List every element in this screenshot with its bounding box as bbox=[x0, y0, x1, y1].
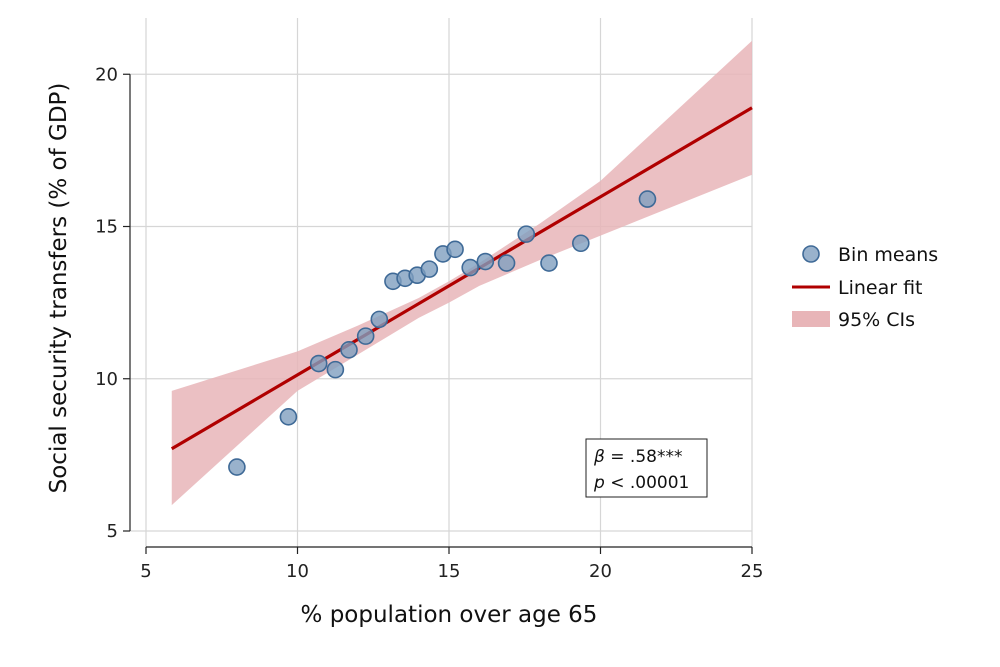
stats-annotation: β = .58*** p < .00001 bbox=[585, 438, 708, 498]
legend: Bin means Linear fit 95% CIs bbox=[792, 244, 938, 331]
bin-mean-point bbox=[476, 252, 495, 271]
legend-label-ci: 95% CIs bbox=[838, 309, 915, 331]
bin-mean-point bbox=[356, 327, 375, 345]
y-tick-label: 15 bbox=[95, 217, 118, 238]
x-tick-label: 10 bbox=[286, 561, 309, 582]
x-tick-label: 15 bbox=[438, 561, 461, 582]
y-tick-label: 20 bbox=[95, 64, 118, 85]
points-layer bbox=[228, 190, 657, 476]
bin-mean-point bbox=[446, 240, 464, 259]
y-tick-label: 10 bbox=[95, 369, 118, 390]
bin-mean-point bbox=[326, 360, 345, 379]
fit-line-layer bbox=[170, 106, 753, 451]
beta-annotation: β = .58*** bbox=[593, 447, 682, 467]
y-axis-title: Social security transfers (% of GDP) bbox=[46, 83, 72, 494]
x-tick-label: 20 bbox=[589, 561, 612, 582]
bin-mean-point bbox=[540, 254, 558, 272]
x-tick-label: 25 bbox=[741, 561, 764, 582]
bin-mean-point bbox=[279, 408, 298, 426]
axes: 5 10 15 20 25 5 10 15 20 bbox=[95, 64, 763, 582]
bin-mean-point bbox=[340, 341, 358, 359]
bin-mean-point bbox=[420, 260, 439, 278]
bin-mean-point bbox=[572, 234, 590, 253]
bin-mean-point bbox=[309, 354, 328, 373]
x-tick-label: 5 bbox=[140, 561, 151, 582]
legend-swatch-bin-means bbox=[802, 245, 820, 263]
linear-fit-line bbox=[170, 106, 753, 451]
legend-swatch-ci bbox=[792, 311, 830, 327]
legend-label-linear-fit: Linear fit bbox=[838, 277, 923, 299]
annotation-box bbox=[585, 438, 708, 498]
ci-band-layer bbox=[171, 40, 752, 506]
p-annotation: p < .00001 bbox=[593, 473, 689, 493]
bin-mean-point bbox=[370, 310, 389, 329]
bin-mean-point bbox=[228, 458, 246, 476]
legend-label-bin-means: Bin means bbox=[838, 244, 938, 266]
bin-mean-point bbox=[497, 254, 516, 272]
ci-band bbox=[171, 40, 752, 506]
bin-mean-point bbox=[517, 225, 536, 243]
bin-mean-point bbox=[638, 190, 657, 208]
bin-mean-point bbox=[461, 258, 480, 277]
x-axis-title: % population over age 65 bbox=[301, 602, 598, 628]
y-tick-label: 5 bbox=[107, 521, 118, 542]
